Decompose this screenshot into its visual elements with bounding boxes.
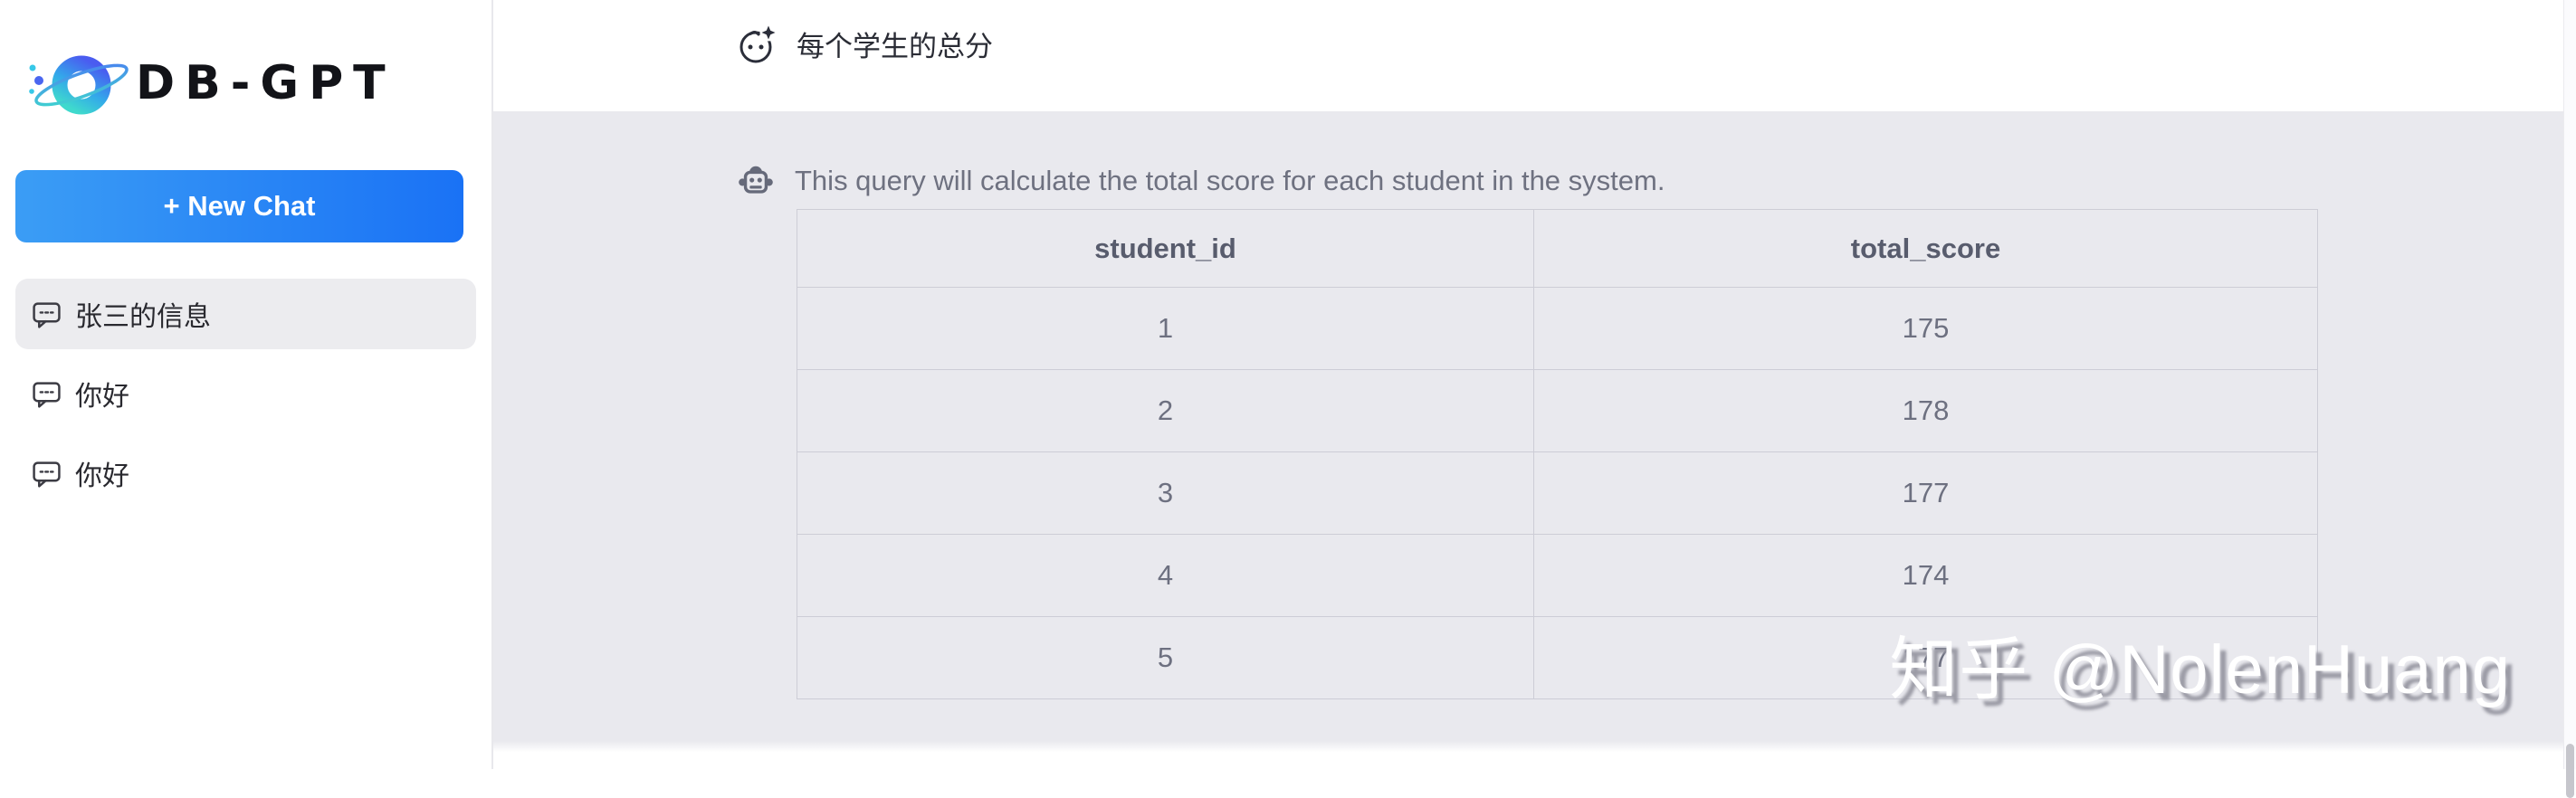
table-cell: 5 xyxy=(797,616,1534,699)
table-cell: 174 xyxy=(1533,534,2318,617)
table-cell: 175 xyxy=(1533,287,2318,370)
speech-bubble-icon xyxy=(33,461,61,488)
bot-response-section: This query will calculate the total scor… xyxy=(493,111,2576,741)
table-column-header: total_score xyxy=(1533,209,2318,288)
table-cell: 178 xyxy=(1533,369,2318,452)
bot-message-text: This query will calculate the total scor… xyxy=(795,165,1665,196)
chat-item-label: 你好 xyxy=(75,461,129,491)
table-cell: 2 xyxy=(797,369,1534,452)
logo-text: DB-GPT xyxy=(136,56,396,110)
table-cell: 177 xyxy=(1533,451,2318,535)
chat-history-item[interactable]: 你好 xyxy=(15,358,476,429)
next-row-spacer xyxy=(493,741,2576,769)
scrollbar-track[interactable] xyxy=(2563,0,2576,798)
table-header: student_id total_score xyxy=(797,209,2318,288)
table-cell: 177 xyxy=(1533,616,2318,699)
face-sparkle-icon xyxy=(739,24,777,62)
table-header-row: student_id total_score xyxy=(797,209,2318,288)
chat-item-label: 你好 xyxy=(75,382,129,412)
scrollbar-thumb[interactable] xyxy=(2566,744,2574,798)
chat-history-item[interactable]: 张三的信息 xyxy=(15,279,476,349)
chat-history-list: 张三的信息 你好 你好 xyxy=(15,279,476,508)
bot-message-row: This query will calculate the total scor… xyxy=(737,162,2576,200)
table-row: 1 175 xyxy=(797,287,2318,370)
table-row: 4 174 xyxy=(797,534,2318,617)
speech-bubble-icon xyxy=(33,301,61,328)
table-row: 5 177 xyxy=(797,616,2318,699)
user-message-text: 每个学生的总分 xyxy=(797,31,993,62)
table-cell: 4 xyxy=(797,534,1534,617)
user-message-row: 每个学生的总分 xyxy=(493,0,2576,111)
table-row: 3 177 xyxy=(797,451,2318,535)
new-chat-button[interactable]: + New Chat xyxy=(15,170,463,242)
table-cell: 1 xyxy=(797,287,1534,370)
chat-main: 每个学生的总分 This query will calculate the to… xyxy=(493,0,2576,798)
query-result-table: student_id total_score 1 175 2 178 3 177 4 174 5 1… xyxy=(797,209,2318,699)
logo: DB-GPT xyxy=(25,40,491,127)
planet-icon xyxy=(29,55,129,115)
table-column-header: student_id xyxy=(797,209,1534,288)
table-row: 2 178 xyxy=(797,369,2318,452)
sidebar: DB-GPT + New Chat 张三的信息 你好 你好 xyxy=(0,0,493,769)
chat-history-item[interactable]: 你好 xyxy=(15,438,476,508)
chat-item-label: 张三的信息 xyxy=(75,302,211,332)
table-body: 1 175 2 178 3 177 4 174 5 177 xyxy=(797,287,2318,699)
robot-icon xyxy=(739,166,773,194)
speech-bubble-icon xyxy=(33,381,61,408)
table-cell: 3 xyxy=(797,451,1534,535)
